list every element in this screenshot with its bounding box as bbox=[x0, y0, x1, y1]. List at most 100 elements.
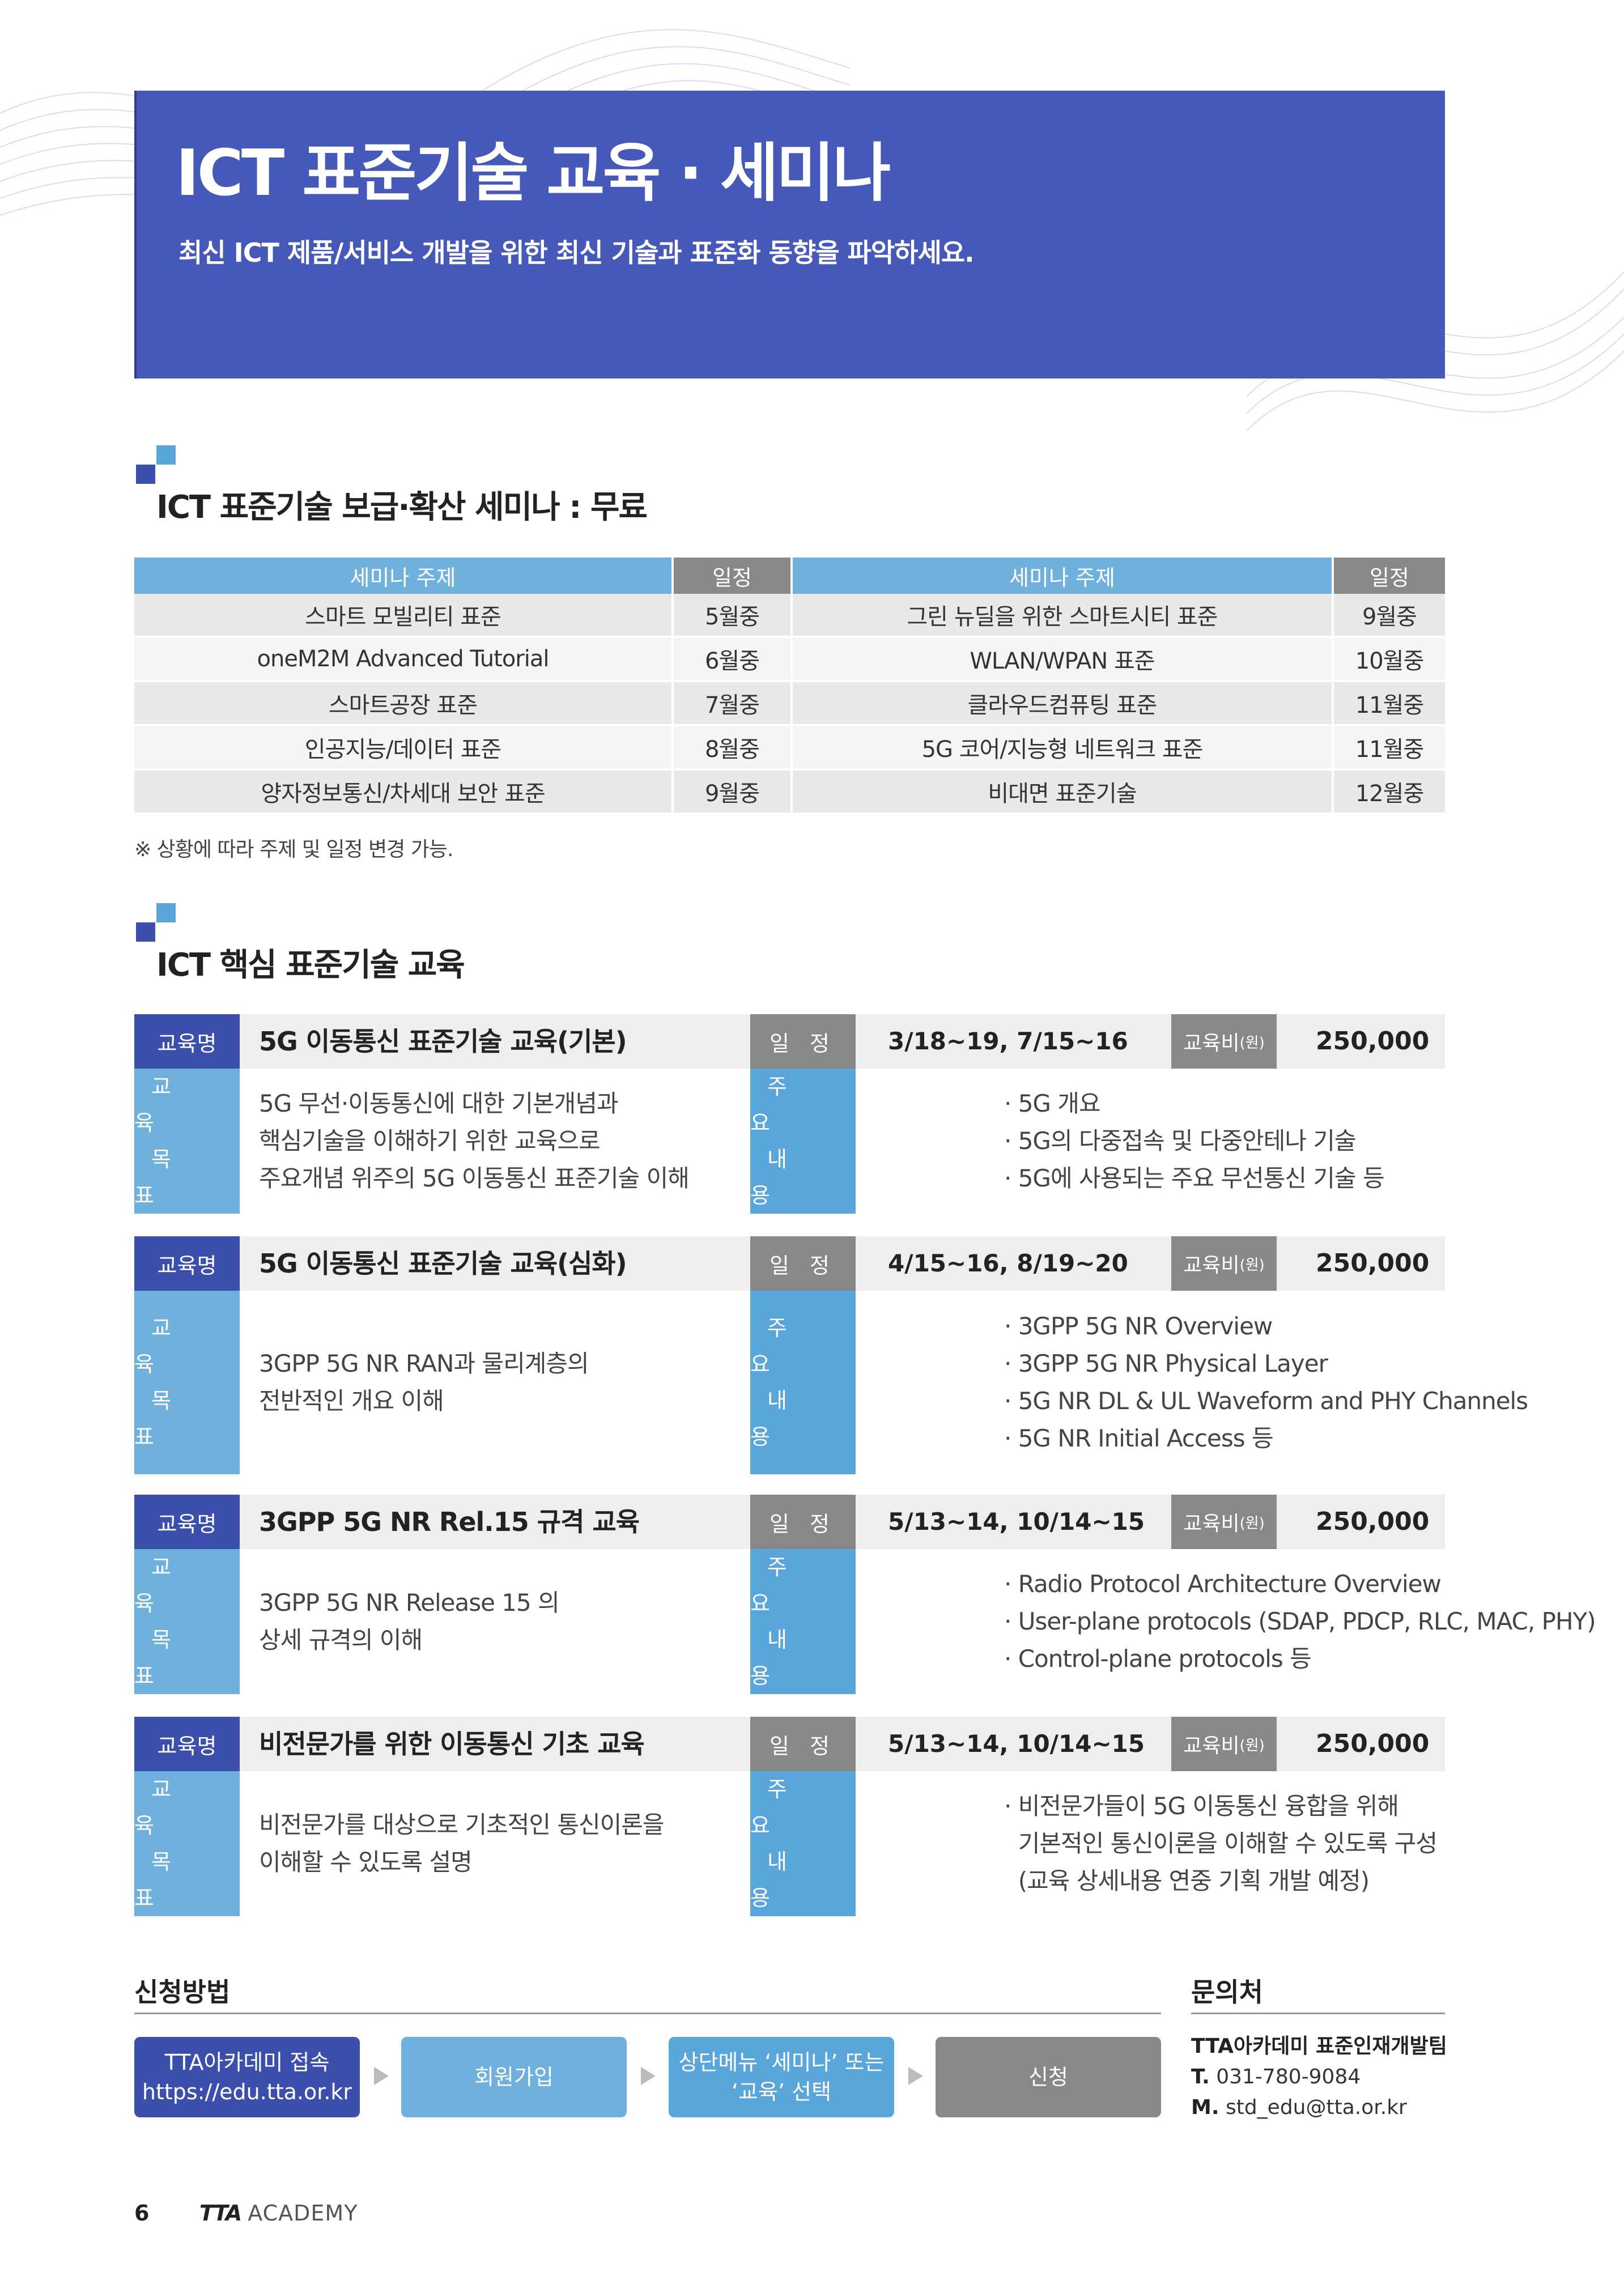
seminar-topic: 스마트 모빌리티 표준 bbox=[134, 594, 674, 638]
step-text: 상단메뉴 ‘세미나’ 또는 bbox=[678, 2050, 885, 2075]
course-name: 비전문가를 위한 이동통신 기초 교육 bbox=[259, 1729, 645, 1759]
fee-unit: (원) bbox=[1239, 1515, 1265, 1532]
header-seminar-topic: 세미나 주제 bbox=[792, 558, 1334, 594]
divider bbox=[134, 2013, 1161, 2014]
table-row: oneM2M Advanced Tutorial 6월중 WLAN/WPAN 표… bbox=[134, 637, 1445, 682]
course-name-label: 교육명 bbox=[134, 1495, 240, 1549]
course-content: · 비전문가들이 5G 이동통신 융합을 위해 기본적인 통신이론을 이해할 수… bbox=[1004, 1771, 1571, 1916]
goal-line: 3GPP 5G NR RAN과 물리계층의 bbox=[259, 1350, 589, 1377]
apply-section-title: 신청방법 bbox=[134, 1977, 231, 2007]
section-marker-light bbox=[156, 903, 176, 922]
fee-label: 교육비 (원) bbox=[1171, 1717, 1277, 1771]
content-label-line: 주 요 bbox=[750, 1777, 804, 1838]
section-marker-dark bbox=[136, 465, 155, 484]
apply-step-select-menu[interactable]: 상단메뉴 ‘세미나’ 또는 ‘교육’ 선택 bbox=[669, 2037, 894, 2117]
goal-line: 전반적인 개요 이해 bbox=[259, 1387, 444, 1415]
course-schedule: 5/13~14, 10/14~15 bbox=[888, 1508, 1145, 1535]
course-name: 3GPP 5G NR Rel.15 규격 교육 bbox=[259, 1507, 640, 1537]
academy-url-link[interactable]: https://edu.tta.or.kr bbox=[142, 2079, 352, 2104]
goal-line: 3GPP 5G NR Release 15 의 bbox=[259, 1589, 560, 1616]
step-text: 신청 bbox=[1028, 2065, 1068, 2090]
content-line: 기본적인 통신이론을 이해할 수 있도록 구성 bbox=[1004, 1830, 1438, 1857]
course-content: · 5G 개요 · 5G의 다중접속 및 다중안테나 기술 · 5G에 사용되는… bbox=[1004, 1069, 1571, 1214]
goal-label-line: 교 육 bbox=[134, 1074, 188, 1135]
seminar-schedule: 6월중 bbox=[673, 637, 793, 682]
course-block: 교육명 5G 이동통신 표준기술 교육(심화) 일 정 4/15~16, 8/1… bbox=[134, 1236, 1528, 1474]
section-marker-dark bbox=[136, 922, 155, 942]
content-line: · 3GPP 5G NR Physical Layer bbox=[1004, 1350, 1328, 1377]
goal-label-line: 교 육 bbox=[134, 1316, 188, 1377]
header-seminar-topic: 세미나 주제 bbox=[134, 558, 674, 594]
course-content: · Radio Protocol Architecture Overview ·… bbox=[1004, 1549, 1596, 1694]
schedule-label: 일 정 bbox=[750, 1495, 856, 1549]
header-schedule: 일정 bbox=[673, 558, 793, 594]
content-line: · 3GPP 5G NR Overview bbox=[1004, 1312, 1273, 1340]
seminar-section-title: ICT 표준기술 보급·확산 세미나 : 무료 bbox=[156, 489, 648, 526]
course-name: 5G 이동통신 표준기술 교육(심화) bbox=[259, 1248, 627, 1279]
seminar-schedule: 9월중 bbox=[1333, 594, 1445, 638]
course-goal: 5G 무선·이동통신에 대한 기본개념과 핵심기술을 이해하기 위한 교육으로 … bbox=[259, 1069, 741, 1214]
seminar-schedule: 11월중 bbox=[1333, 725, 1445, 771]
step-text: ‘교육’ 선택 bbox=[731, 2079, 832, 2104]
content-label-line: 주 요 bbox=[750, 1555, 804, 1616]
content-line: · 5G에 사용되는 주요 무선통신 기술 등 bbox=[1004, 1164, 1385, 1192]
course-name: 5G 이동통신 표준기술 교육(기본) bbox=[259, 1026, 627, 1057]
course-goal: 비전문가를 대상으로 기초적인 통신이론을 이해할 수 있도록 설명 bbox=[259, 1771, 741, 1916]
seminar-schedule: 7월중 bbox=[673, 681, 793, 726]
seminar-schedule: 11월중 bbox=[1333, 681, 1445, 726]
course-block: 교육명 3GPP 5G NR Rel.15 규격 교육 일 정 5/13~14,… bbox=[134, 1495, 1596, 1694]
fee-label-text: 교육비 bbox=[1183, 1512, 1240, 1535]
seminar-topic: oneM2M Advanced Tutorial bbox=[134, 637, 674, 682]
fee-label-text: 교육비 bbox=[1183, 1032, 1240, 1055]
header-schedule: 일정 bbox=[1333, 558, 1445, 594]
fee-unit: (원) bbox=[1239, 1737, 1265, 1754]
step-text: TTA아카데미 접속 bbox=[164, 2050, 330, 2075]
seminar-topic: 스마트공장 표준 bbox=[134, 681, 674, 726]
contact-team: TTA아카데미 표준인재개발팀 bbox=[1191, 2035, 1447, 2058]
seminar-schedule: 9월중 bbox=[673, 769, 793, 815]
fee-unit: (원) bbox=[1239, 1034, 1265, 1052]
apply-step-visit-academy[interactable]: TTA아카데미 접속 https://edu.tta.or.kr bbox=[134, 2037, 360, 2117]
goal-line: 상세 규격의 이해 bbox=[259, 1626, 423, 1654]
content-label-line: 주 요 bbox=[750, 1074, 804, 1135]
phone-label: T. bbox=[1191, 2065, 1210, 2088]
section-marker-light bbox=[156, 445, 176, 465]
content-line: · Control-plane protocols 등 bbox=[1004, 1645, 1312, 1673]
fee-label: 교육비 (원) bbox=[1171, 1014, 1277, 1069]
table-row: 스마트공장 표준 7월중 클라우드컴퓨팅 표준 11월중 bbox=[134, 681, 1445, 726]
course-fee: 250,000 bbox=[1316, 1027, 1430, 1056]
goal-label-line: 목 표 bbox=[134, 1388, 188, 1449]
course-content: · 3GPP 5G NR Overview · 3GPP 5G NR Physi… bbox=[1004, 1291, 1571, 1474]
goal-line: 이해할 수 있도록 설명 bbox=[259, 1848, 473, 1876]
page-subtitle: 최신 ICT 제품/서비스 개발을 위한 최신 기술과 표준화 동향을 파악하세… bbox=[178, 237, 975, 268]
email-label: M. bbox=[1191, 2096, 1219, 2119]
content-line: · 5G NR Initial Access 등 bbox=[1004, 1424, 1274, 1452]
goal-line: 핵심기술을 이해하기 위한 교육으로 bbox=[259, 1127, 601, 1155]
tta-academy-logo: TTA ACADEMY bbox=[199, 2201, 358, 2226]
fee-label-text: 교육비 bbox=[1183, 1734, 1240, 1758]
fee-label: 교육비 (원) bbox=[1171, 1495, 1277, 1549]
page-title: ICT 표준기술 교육 · 세미나 bbox=[176, 137, 891, 210]
schedule-label: 일 정 bbox=[750, 1014, 856, 1069]
goal-line: 주요개념 위주의 5G 이동통신 표준기술 이해 bbox=[259, 1164, 690, 1192]
contact-email: M. std_edu@tta.or.kr bbox=[1191, 2092, 1447, 2123]
goal-line: 비전문가를 대상으로 기초적인 통신이론을 bbox=[259, 1811, 665, 1839]
contact-section-title: 문의처 bbox=[1191, 1977, 1263, 2007]
content-line: · User-plane protocols (SDAP, PDCP, RLC,… bbox=[1004, 1607, 1596, 1635]
course-fee: 250,000 bbox=[1316, 1729, 1430, 1758]
fee-unit: (원) bbox=[1239, 1256, 1265, 1274]
course-name-label: 교육명 bbox=[134, 1717, 240, 1771]
apply-step-submit[interactable]: 신청 bbox=[936, 2037, 1161, 2117]
email-address[interactable]: std_edu@tta.or.kr bbox=[1225, 2096, 1407, 2119]
step-text: 회원가입 bbox=[474, 2065, 554, 2090]
seminar-topic: 인공지능/데이터 표준 bbox=[134, 725, 674, 771]
content-line: · 5G 개요 bbox=[1004, 1090, 1101, 1117]
seminar-schedule: 5월중 bbox=[673, 594, 793, 638]
apply-step-signup[interactable]: 회원가입 bbox=[401, 2037, 627, 2117]
arrow-right-icon bbox=[641, 2067, 656, 2085]
content-line: · Radio Protocol Architecture Overview bbox=[1004, 1570, 1442, 1598]
